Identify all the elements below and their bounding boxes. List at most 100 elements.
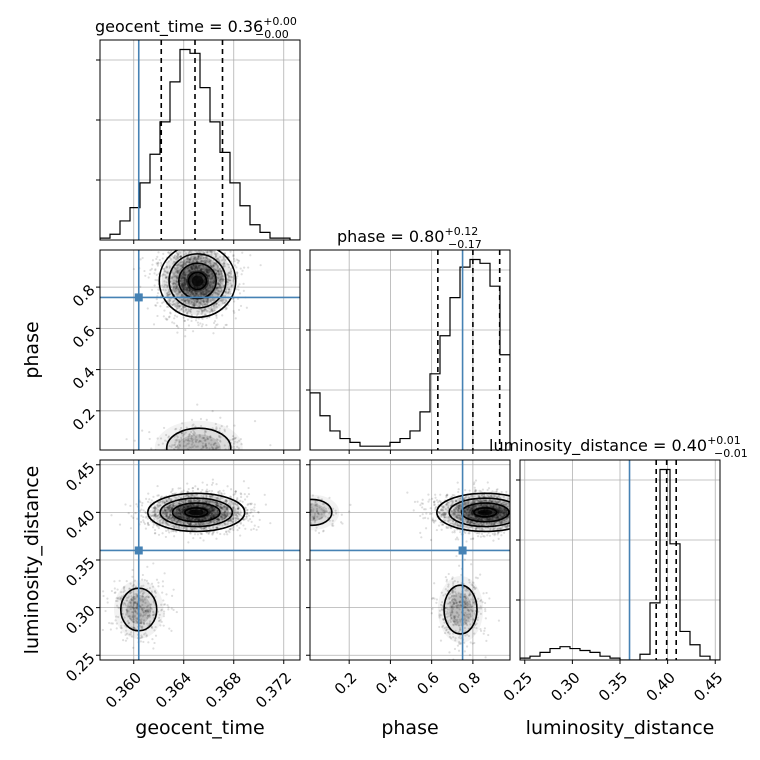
scatter-geocent-time-vs-phase-point bbox=[208, 269, 212, 272]
scatter-geocent-time-vs-luminosity-distance-point bbox=[178, 506, 181, 509]
scatter-geocent-time-vs-luminosity-distance-point bbox=[166, 517, 169, 520]
scatter-geocent-time-vs-luminosity-distance-point bbox=[153, 515, 157, 518]
scatter-geocent-time-vs-phase-point bbox=[187, 309, 190, 312]
scatter-geocent-time-vs-luminosity-distance-point bbox=[202, 505, 205, 508]
scatter-geocent-time-vs-phase-point bbox=[208, 247, 210, 249]
scatter-geocent-time-vs-phase-point bbox=[203, 279, 206, 282]
scatter-geocent-time-vs-luminosity-distance-point bbox=[182, 501, 185, 504]
scatter-geocent-time-vs-phase-point bbox=[178, 477, 180, 479]
scatter-geocent-time-vs-luminosity-distance-point bbox=[209, 516, 212, 520]
scatter-geocent-time-vs-phase-point bbox=[190, 430, 193, 434]
scatter-geocent-time-vs-phase-point bbox=[209, 280, 212, 283]
scatter-geocent-time-vs-luminosity-distance-point bbox=[187, 487, 190, 491]
scatter-geocent-time-vs-phase-point bbox=[169, 292, 172, 296]
scatter-geocent-time-vs-luminosity-distance-point bbox=[236, 504, 239, 507]
scatter-geocent-time-vs-phase-point bbox=[157, 251, 160, 254]
scatter-geocent-time-vs-phase-point bbox=[188, 272, 191, 275]
scatter-geocent-time-vs-phase-point bbox=[173, 266, 177, 269]
scatter-geocent-time-vs-phase-point bbox=[192, 450, 194, 452]
scatter-geocent-time-vs-phase-point bbox=[211, 447, 214, 450]
scatter-geocent-time-vs-phase-point bbox=[190, 446, 193, 449]
scatter-geocent-time-vs-luminosity-distance-point bbox=[235, 512, 238, 516]
scatter-geocent-time-vs-phase-point bbox=[232, 297, 235, 301]
scatter-geocent-time-vs-luminosity-distance-point bbox=[217, 504, 220, 507]
scatter-geocent-time-vs-phase-point bbox=[196, 299, 200, 302]
scatter-geocent-time-vs-phase-point bbox=[173, 303, 176, 306]
scatter-geocent-time-vs-phase-point bbox=[197, 294, 200, 297]
scatter-geocent-time-vs-luminosity-distance-point bbox=[189, 521, 192, 525]
scatter-geocent-time-vs-phase-point bbox=[169, 275, 172, 278]
scatter-geocent-time-vs-luminosity-distance-point bbox=[165, 514, 168, 518]
scatter-geocent-time-vs-luminosity-distance-point bbox=[210, 514, 213, 517]
scatter-geocent-time-vs-phase-point bbox=[192, 264, 195, 267]
scatter-geocent-time-vs-phase-point bbox=[212, 304, 215, 307]
title-phase-minus: −0.17 bbox=[448, 238, 482, 251]
scatter-geocent-time-vs-phase-point bbox=[211, 451, 213, 453]
scatter-geocent-time-vs-luminosity-distance-point bbox=[189, 518, 193, 521]
scatter-geocent-time-vs-phase-point bbox=[184, 271, 187, 274]
scatter-geocent-time-vs-luminosity-distance-point bbox=[212, 509, 215, 512]
scatter-geocent-time-vs-phase-point bbox=[168, 298, 172, 301]
scatter-geocent-time-vs-luminosity-distance-point bbox=[247, 486, 250, 490]
scatter-geocent-time-vs-phase-point bbox=[182, 316, 185, 319]
scatter-geocent-time-vs-luminosity-distance-point bbox=[173, 492, 176, 495]
scatter-geocent-time-vs-phase-point bbox=[181, 455, 183, 457]
scatter-geocent-time-vs-phase-point bbox=[187, 258, 190, 261]
scatter-geocent-time-vs-phase-point bbox=[180, 273, 184, 276]
scatter-geocent-time-vs-phase-point bbox=[197, 267, 200, 270]
scatter-geocent-time-vs-phase-point bbox=[223, 301, 226, 305]
scatter-geocent-time-vs-phase-point bbox=[195, 292, 198, 296]
scatter-geocent-time-vs-phase-point bbox=[206, 270, 209, 273]
scatter-geocent-time-vs-luminosity-distance-point bbox=[157, 501, 160, 504]
scatter-geocent-time-vs-luminosity-distance-point bbox=[148, 498, 151, 501]
scatter-geocent-time-vs-phase-point bbox=[186, 287, 189, 290]
scatter-geocent-time-vs-phase-point bbox=[176, 302, 179, 305]
scatter-geocent-time-vs-phase-point bbox=[212, 442, 216, 446]
scatter-geocent-time-vs-phase-point bbox=[222, 275, 225, 278]
scatter-geocent-time-vs-luminosity-distance-point bbox=[234, 490, 237, 493]
scatter-geocent-time-vs-phase-point bbox=[221, 302, 224, 305]
scatter-geocent-time-vs-phase-point bbox=[214, 242, 216, 244]
hist-phase-border bbox=[309, 249, 511, 451]
scatter-geocent-time-vs-phase-point bbox=[233, 440, 236, 443]
scatter-geocent-time-vs-luminosity-distance-point bbox=[248, 517, 252, 521]
scatter-geocent-time-vs-phase-point bbox=[218, 255, 222, 259]
scatter-geocent-time-vs-luminosity-distance-point bbox=[164, 509, 167, 513]
scatter-geocent-time-vs-phase-point bbox=[171, 300, 175, 303]
scatter-geocent-time-vs-luminosity-distance-point bbox=[168, 506, 171, 509]
scatter-geocent-time-vs-phase-point bbox=[185, 298, 189, 302]
scatter-geocent-time-vs-phase-point bbox=[200, 440, 203, 443]
scatter-geocent-time-vs-phase-point bbox=[190, 270, 193, 273]
scatter-geocent-time-vs-luminosity-distance-point bbox=[174, 525, 177, 528]
scatter-geocent-time-vs-phase-point bbox=[199, 304, 202, 307]
scatter-geocent-time-vs-phase-point bbox=[175, 275, 178, 279]
scatter-geocent-time-vs-phase-point bbox=[215, 263, 218, 266]
scatter-geocent-time-vs-phase-point bbox=[202, 283, 205, 286]
scatter-geocent-time-vs-luminosity-distance-point bbox=[228, 531, 231, 534]
scatter-geocent-time-vs-phase-point bbox=[198, 452, 200, 454]
scatter-geocent-time-vs-phase-point bbox=[195, 292, 198, 295]
scatter-geocent-time-vs-luminosity-distance-point bbox=[186, 518, 189, 521]
scatter-geocent-time-vs-luminosity-distance-point bbox=[189, 523, 192, 526]
scatter-geocent-time-vs-luminosity-distance-point bbox=[153, 506, 157, 509]
scatter-geocent-time-vs-phase-point bbox=[227, 447, 231, 450]
scatter-geocent-time-vs-phase-ytick-label: 0.8 bbox=[69, 281, 99, 311]
scatter-geocent-time-vs-phase-point bbox=[210, 251, 213, 255]
scatter-geocent-time-vs-phase-point bbox=[183, 305, 186, 308]
scatter-geocent-time-vs-phase-point bbox=[169, 252, 172, 255]
scatter-geocent-time-vs-luminosity-distance-point bbox=[178, 512, 181, 516]
scatter-geocent-time-vs-phase-point bbox=[189, 271, 192, 274]
scatter-geocent-time-vs-phase-point bbox=[235, 271, 239, 274]
scatter-geocent-time-vs-phase-point bbox=[206, 250, 209, 254]
scatter-geocent-time-vs-phase-point bbox=[208, 269, 211, 272]
scatter-geocent-time-vs-phase-point bbox=[190, 267, 193, 270]
scatter-geocent-time-vs-phase-point bbox=[195, 300, 198, 303]
title-geocent-time-minus: −0.00 bbox=[255, 28, 289, 41]
scatter-geocent-time-vs-phase-point bbox=[227, 304, 230, 307]
scatter-geocent-time-vs-phase-point bbox=[177, 287, 180, 290]
scatter-geocent-time-vs-phase-point bbox=[183, 275, 187, 278]
scatter-geocent-time-vs-phase-point bbox=[219, 282, 222, 285]
scatter-geocent-time-vs-phase-point bbox=[195, 300, 198, 303]
scatter-geocent-time-vs-phase-point bbox=[173, 322, 176, 325]
scatter-geocent-time-vs-luminosity-distance-point bbox=[216, 526, 219, 529]
